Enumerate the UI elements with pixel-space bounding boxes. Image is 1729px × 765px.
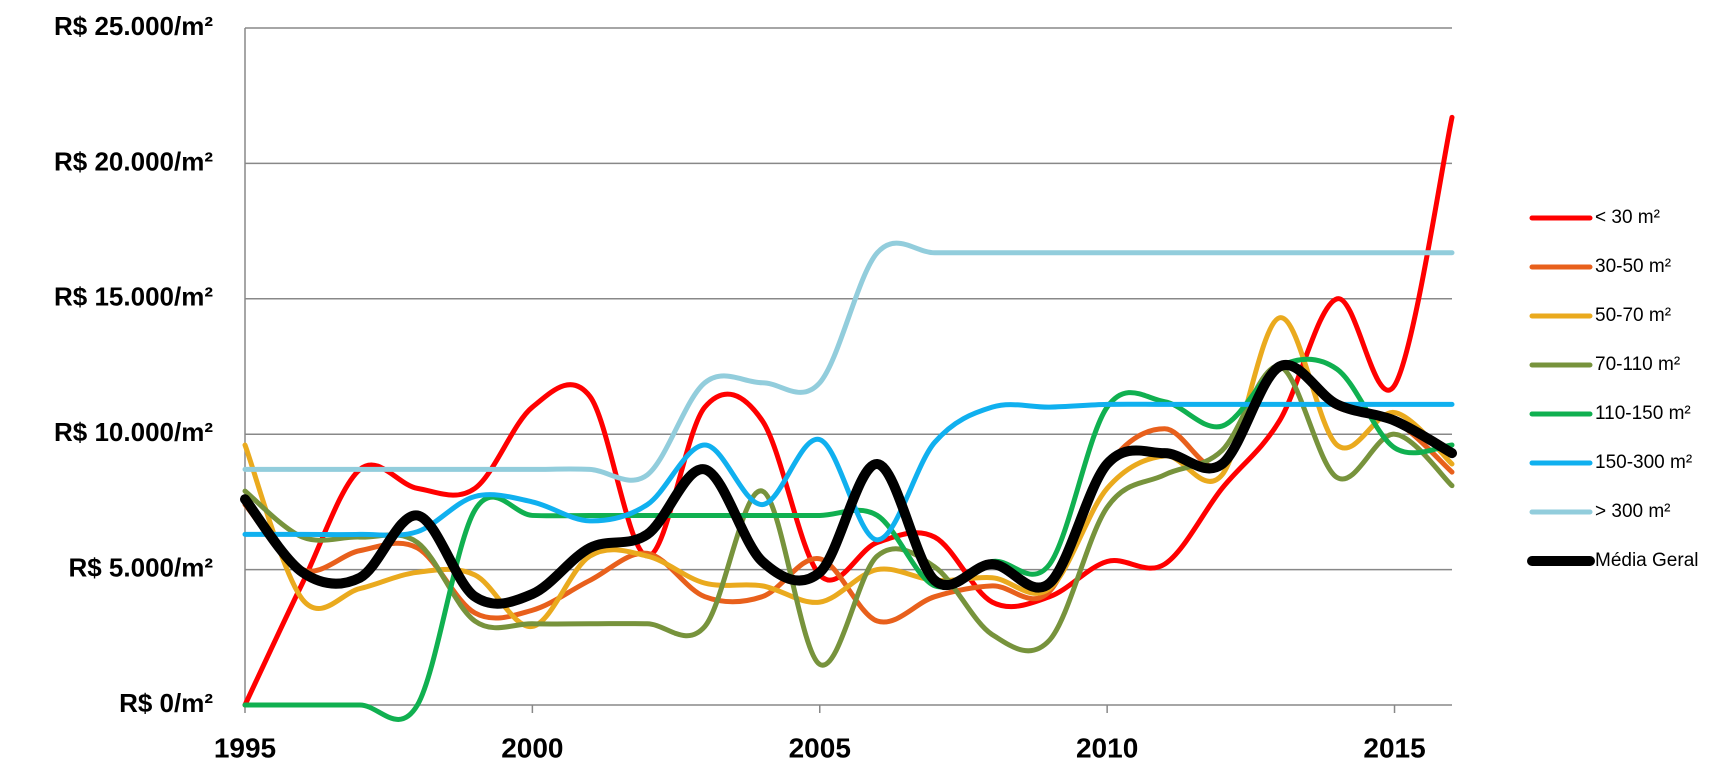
x-tick-label: 2015 [1363,732,1425,763]
series-line [242,401,1455,543]
y-tick-label: R$ 20.000/m² [54,146,213,176]
series-line [240,359,1457,609]
y-tick-label: R$ 15.000/m² [54,282,213,312]
legend-label: 110-150 m² [1595,403,1691,424]
series-line [242,114,1455,708]
x-tick-label: 1995 [214,732,276,763]
series-line [242,315,1455,629]
series-line [242,356,1455,722]
legend-label: Média Geral [1595,550,1699,571]
x-tick-label: 2000 [501,732,563,763]
y-tick-label: R$ 0/m² [119,688,213,718]
x-tick-label: 2010 [1076,732,1138,763]
y-tick-label: R$ 5.000/m² [68,552,213,582]
legend-label: 50-70 m² [1595,305,1671,326]
legend-label: 150-300 m² [1595,452,1692,473]
legend-label: > 300 m² [1595,501,1671,522]
series-line [242,240,1455,483]
legend-label: < 30 m² [1595,207,1660,228]
legend-label: 70-110 m² [1595,354,1680,375]
legend-label: 30-50 m² [1595,256,1671,277]
y-tick-label: R$ 10.000/m² [54,417,213,447]
x-tick-label: 2005 [789,732,851,763]
y-tick-label: R$ 25.000/m² [54,11,213,41]
